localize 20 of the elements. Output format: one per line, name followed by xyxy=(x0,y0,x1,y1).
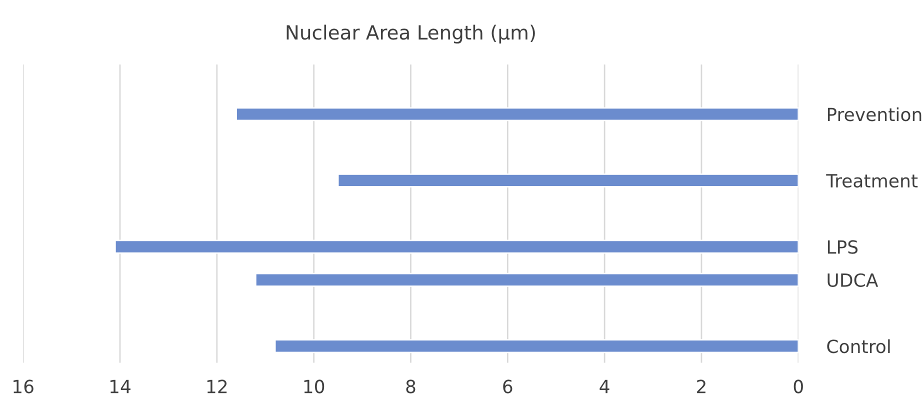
x-tick-label: 16 xyxy=(14,380,34,394)
x-tick-label: 8 xyxy=(406,380,416,394)
bar xyxy=(236,107,798,122)
x-tick-label: 12 xyxy=(207,380,227,394)
y-tick-label: LPS xyxy=(828,240,858,254)
x-tick-label: 10 xyxy=(304,380,324,394)
bar xyxy=(254,272,798,287)
x-tick-label: 6 xyxy=(503,380,512,394)
chart-title: Nuclear Area Length (µm) xyxy=(286,24,535,44)
x-tick-label: 14 xyxy=(110,380,130,394)
x-tick-label: 2 xyxy=(697,380,706,394)
bar xyxy=(274,339,798,354)
y-tick-label: UDCA xyxy=(828,273,878,287)
y-tick-label: Treatment xyxy=(826,174,918,188)
x-tick-label: 0 xyxy=(794,380,803,394)
y-tick-label: Prevention xyxy=(828,107,922,122)
bar xyxy=(114,240,798,254)
x-tick-label: 4 xyxy=(600,380,610,394)
bar xyxy=(337,173,798,188)
y-tick-label: Control xyxy=(827,339,890,354)
